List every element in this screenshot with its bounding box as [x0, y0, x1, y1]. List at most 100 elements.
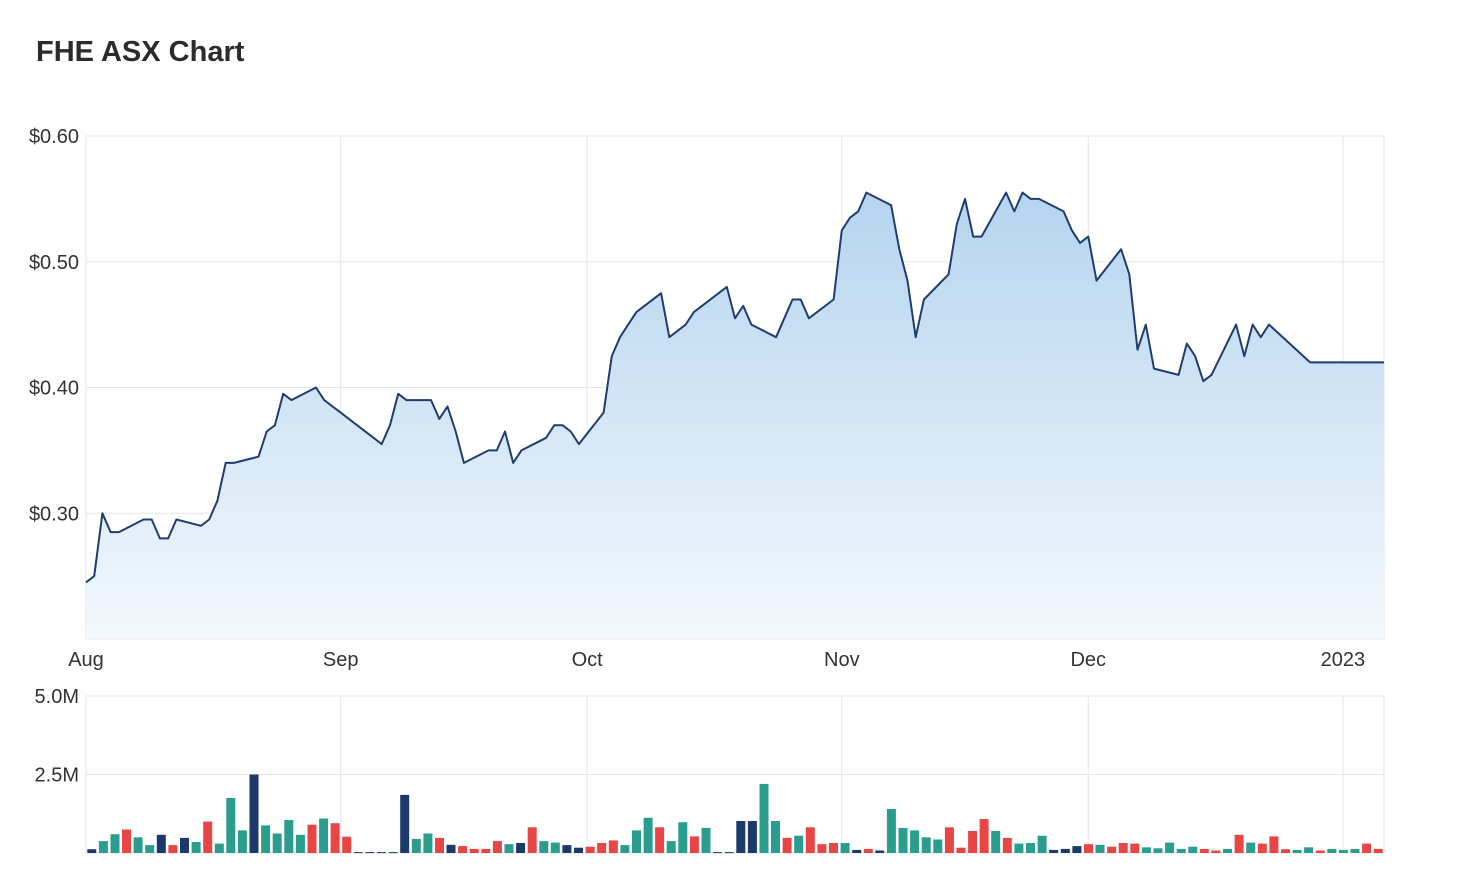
volume-bar: [1141, 847, 1151, 853]
volume-bar: [1211, 850, 1221, 853]
volume-bar: [898, 827, 908, 853]
volume-bar: [98, 841, 108, 853]
volume-bar: [771, 821, 780, 853]
x-tick-label: Sep: [323, 649, 359, 671]
volume-bar: [516, 843, 526, 853]
volume-bar: [1176, 848, 1186, 853]
price-y-axis: $0.60 $0.50 $0.40 $0.30: [29, 126, 79, 525]
volume-bar: [817, 844, 827, 853]
price-y-tick-label: $0.30: [29, 503, 79, 525]
volume-bar: [145, 845, 155, 853]
volume-bar: [1084, 844, 1093, 853]
volume-bar: [620, 845, 630, 853]
volume-bar: [272, 833, 282, 853]
volume-bar: [713, 852, 723, 854]
volume-bar: [875, 850, 885, 853]
volume-bar: [585, 846, 595, 853]
volume-bar: [991, 831, 1001, 853]
volume-bar: [666, 841, 676, 853]
volume-bar: [180, 837, 189, 853]
volume-bar: [527, 827, 537, 853]
volume-bar: [1049, 849, 1059, 853]
volume-bar: [1338, 849, 1348, 853]
price-area: [86, 192, 1384, 639]
volume-bar: [701, 827, 711, 853]
volume-bar: [689, 836, 699, 853]
volume-bar: [110, 834, 120, 853]
volume-bar: [562, 845, 572, 853]
volume-bar: [1257, 843, 1267, 853]
volume-bar: [1165, 842, 1175, 853]
volume-bar: [295, 834, 305, 853]
volume-bar: [122, 829, 131, 853]
volume-bar: [1327, 848, 1337, 853]
price-y-tick-label: $0.50: [29, 252, 79, 274]
volume-bar: [469, 848, 479, 853]
volume-bar: [643, 817, 653, 853]
volume-bar: [910, 830, 920, 853]
volume-bar: [1153, 848, 1163, 853]
x-tick-label: Nov: [824, 649, 860, 671]
volume-bar: [597, 843, 607, 853]
volume-bar: [1246, 842, 1256, 853]
volume-bar: [840, 843, 850, 853]
volume-bar: [342, 836, 352, 853]
volume-bar: [481, 848, 491, 853]
x-tick-label: 2023: [1321, 649, 1366, 671]
volume-bar: [1350, 848, 1360, 853]
volume-panel: 5.0M 2.5M: [35, 686, 1385, 854]
volume-y-tick-label: 5.0M: [35, 686, 79, 708]
volume-bar: [1095, 844, 1105, 853]
volume-bar: [539, 841, 549, 853]
volume-bar: [423, 833, 433, 853]
volume-bar: [504, 844, 514, 853]
volume-bar: [829, 843, 838, 853]
volume-bar: [492, 841, 502, 853]
volume-bar: [759, 783, 769, 853]
volume-bar: [1118, 843, 1128, 853]
volume-bar: [156, 834, 166, 853]
volume-bar: [435, 837, 444, 853]
volume-bar: [307, 824, 317, 853]
price-panel: $0.60 $0.50 $0.40 $0.30 Aug Sep Oct Nov Dec 2023: [29, 126, 1385, 671]
volume-bar: [933, 839, 943, 853]
volume-grid: [86, 695, 1384, 853]
volume-bar: [1199, 848, 1209, 853]
volume-bar: [1107, 846, 1117, 853]
volume-bar: [678, 822, 688, 853]
volume-bar: [886, 809, 896, 853]
volume-bar: [655, 827, 665, 853]
volume-bar: [87, 849, 97, 853]
price-y-tick-label: $0.60: [29, 126, 79, 148]
volume-bar: [747, 821, 757, 853]
volume-bar: [226, 798, 236, 853]
x-tick-label: Aug: [68, 649, 104, 671]
volume-bar: [365, 852, 375, 854]
volume-bar: [1037, 835, 1047, 853]
volume-bar: [214, 843, 224, 853]
volume-bar: [1002, 837, 1012, 853]
x-tick-label: Dec: [1070, 649, 1106, 671]
volume-bar: [1130, 843, 1140, 853]
volume-bar: [319, 818, 329, 853]
volume-bar: [1373, 848, 1383, 853]
volume-y-tick-label: 2.5M: [35, 765, 79, 787]
volume-y-axis: 5.0M 2.5M: [35, 686, 79, 787]
volume-bar: [1362, 843, 1372, 853]
volume-bar: [446, 844, 456, 853]
price-y-tick-label: $0.40: [29, 378, 79, 400]
volume-bar: [794, 835, 804, 853]
volume-bar: [1072, 846, 1082, 853]
volume-bars: [87, 774, 1383, 854]
volume-bar: [956, 847, 966, 853]
volume-bar: [330, 823, 340, 853]
volume-bar: [261, 825, 271, 853]
volume-bar: [1223, 848, 1232, 853]
volume-bar: [411, 838, 421, 853]
volume-bar: [550, 842, 560, 853]
volume-bar: [1281, 849, 1290, 853]
volume-bar: [191, 842, 201, 853]
volume-bar: [388, 852, 398, 854]
volume-bar: [968, 831, 978, 853]
volume-bar: [1315, 850, 1325, 853]
